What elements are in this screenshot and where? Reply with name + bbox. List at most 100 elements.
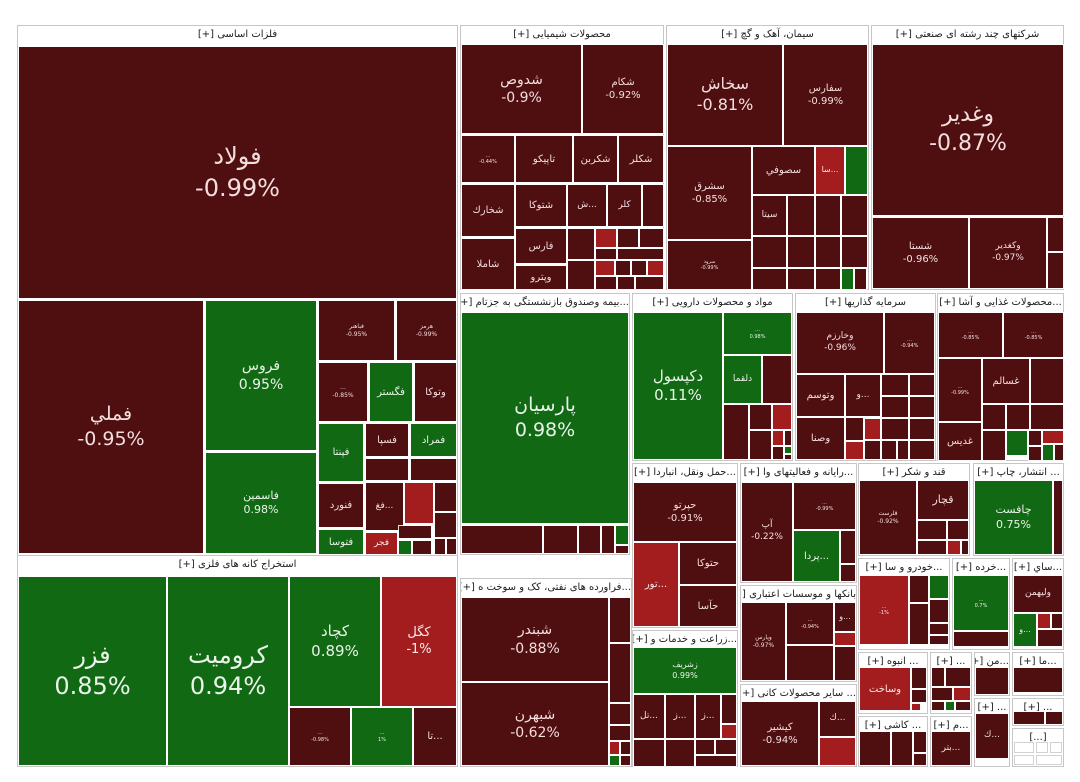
stock-cell-...ش[interactable]: ...ش	[568, 185, 606, 226]
stock-cell-غديس[interactable]: غديس	[939, 423, 981, 460]
stock-cell[interactable]	[616, 261, 630, 275]
stock-cell-…[interactable]: … -1%	[860, 576, 908, 644]
stock-cell[interactable]	[983, 405, 1005, 429]
stock-cell[interactable]	[1054, 481, 1062, 554]
stock-cell[interactable]	[954, 632, 1008, 646]
stock-cell-حپرتو[interactable]: حپرتو -0.91%	[634, 483, 736, 541]
sector-header-expand[interactable]: ...رایانه و فعالیتهای وا [+]	[743, 467, 854, 478]
stock-cell-...ز[interactable]: ...ز	[666, 695, 694, 738]
stock-cell[interactable]	[1043, 431, 1063, 443]
stock-cell-هرمز[interactable]: هرمز -0.99%	[397, 301, 456, 360]
sector-header-expand[interactable]: ... سایر محصولات کانی [+]	[741, 688, 856, 699]
stock-cell[interactable]	[910, 375, 934, 395]
stock-cell[interactable]	[602, 526, 614, 553]
stock-cell[interactable]	[1029, 447, 1041, 460]
stock-cell-دكپسول[interactable]: دكپسول 0.11%	[634, 313, 722, 459]
stock-cell-وكغدير[interactable]: وكغدير -0.97%	[970, 218, 1046, 288]
stock-cell[interactable]	[930, 600, 948, 622]
stock-cell-...تا[interactable]: ...تا	[414, 708, 456, 765]
sector-header-expand[interactable]: مواد و محصولات دارویی [+]	[652, 297, 773, 308]
stock-cell-تاپیکو[interactable]: تاپیکو	[516, 136, 572, 182]
stock-cell[interactable]	[842, 196, 867, 235]
stock-cell-وساخت[interactable]: وساخت	[860, 668, 910, 710]
stock-cell[interactable]	[842, 269, 853, 289]
stock-cell-ولیهمن[interactable]: ولیهمن	[1014, 576, 1062, 612]
stock-cell-قچار[interactable]: قچار	[918, 481, 968, 519]
stock-cell-...و[interactable]: ...و	[835, 603, 855, 631]
stock-cell-فنورد[interactable]: فنورد	[319, 484, 363, 527]
stock-cell-فتوسا[interactable]: فتوسا	[319, 530, 363, 554]
stock-cell[interactable]	[666, 740, 694, 766]
stock-cell[interactable]	[618, 277, 634, 289]
stock-cell[interactable]	[882, 441, 896, 459]
stock-cell-سرود[interactable]: سرود -0.99%	[668, 241, 751, 289]
stock-cell[interactable]	[932, 702, 944, 710]
stock-cell[interactable]	[1014, 742, 1034, 753]
stock-cell-سیتا[interactable]: سیتا	[753, 196, 786, 235]
stock-cell-فسپا[interactable]: فسپا	[366, 424, 408, 456]
sector-header-expand[interactable]: محصولات شیمیایی [+]	[513, 29, 611, 40]
stock-cell-…[interactable]: … -0.94%	[885, 313, 934, 373]
stock-cell[interactable]	[750, 405, 771, 429]
sector-header-expand[interactable]: ...خرده [+]	[955, 562, 1007, 573]
stock-cell[interactable]	[413, 541, 431, 554]
sector-header-expand[interactable]: شرکتهای چند رشته ای صنعتی [+]	[895, 29, 1040, 40]
stock-cell-وتوكا[interactable]: وتوكا	[415, 363, 456, 421]
stock-cell[interactable]	[696, 740, 714, 754]
stock-cell[interactable]	[753, 237, 786, 267]
stock-cell-حتوكا[interactable]: حتوكا	[680, 543, 736, 584]
stock-cell[interactable]	[882, 375, 908, 395]
stock-cell[interactable]	[366, 459, 408, 480]
stock-cell[interactable]	[579, 526, 600, 553]
stock-cell-آپ[interactable]: آپ -0.22%	[742, 483, 792, 581]
stock-cell[interactable]	[882, 419, 908, 439]
stock-cell[interactable]	[855, 269, 866, 289]
stock-cell[interactable]	[865, 441, 880, 459]
stock-cell[interactable]	[411, 459, 456, 480]
stock-cell-فولاد[interactable]: فولاد -0.99%	[19, 47, 456, 298]
sector-header-expand[interactable]: فلزات اساسی [+]	[197, 29, 278, 40]
sector-header-expand[interactable]: ...محصولات غذایی و آشا [+]	[939, 297, 1062, 308]
sector-header-expand[interactable]: ...ما [+]	[1019, 656, 1057, 667]
stock-cell[interactable]	[932, 668, 944, 686]
stock-cell[interactable]	[621, 742, 630, 754]
stock-cell[interactable]	[596, 249, 616, 259]
stock-cell[interactable]	[1014, 755, 1034, 765]
stock-cell[interactable]	[788, 237, 814, 267]
sector-header-expand[interactable]: سرمایه گذاریها [+]	[824, 297, 907, 308]
stock-cell-سصوفي[interactable]: سصوفي	[753, 147, 814, 194]
stock-cell-پارسيان[interactable]: پارسيان 0.98%	[462, 313, 628, 523]
stock-cell[interactable]	[596, 277, 616, 289]
stock-cell[interactable]	[912, 668, 926, 688]
stock-cell-دلقما[interactable]: دلقما	[724, 356, 761, 403]
stock-cell[interactable]	[983, 431, 1005, 460]
sector-header-expand[interactable]: ... کاشی [+]	[864, 720, 922, 731]
stock-cell-...تور[interactable]: ...تور	[634, 543, 678, 626]
sector-header-expand[interactable]: ... انبوه [+]	[867, 656, 919, 667]
stock-cell[interactable]	[568, 229, 594, 259]
sector-header-expand[interactable]: بانکها و موسسات اعتباری [+]	[741, 589, 856, 600]
stock-cell[interactable]	[946, 702, 954, 710]
stock-cell-شخارك[interactable]: شخارك	[462, 185, 514, 236]
stock-cell-…[interactable]: … -0.85%	[319, 363, 367, 421]
stock-cell[interactable]	[816, 269, 840, 289]
sector-header-expand[interactable]: ...زراعت و خدمات و [+]	[633, 634, 737, 645]
stock-cell[interactable]	[882, 397, 908, 417]
stock-cell[interactable]	[946, 668, 970, 686]
stock-cell[interactable]	[640, 229, 663, 247]
stock-cell-…[interactable]: … -0.99%	[939, 359, 981, 421]
stock-cell[interactable]	[610, 598, 630, 642]
stock-cell[interactable]	[1014, 668, 1062, 692]
stock-cell[interactable]	[610, 742, 619, 754]
stock-cell-كچاد[interactable]: كچاد 0.89%	[290, 577, 380, 706]
stock-cell[interactable]	[788, 196, 814, 235]
stock-cell-چافست[interactable]: چافست 0.75%	[975, 481, 1052, 554]
stock-cell[interactable]	[596, 229, 616, 247]
stock-cell[interactable]	[910, 441, 934, 459]
stock-cell[interactable]	[835, 647, 855, 680]
stock-cell[interactable]	[1036, 742, 1048, 753]
stock-cell[interactable]	[1036, 755, 1062, 765]
stock-cell[interactable]	[860, 732, 890, 765]
stock-cell[interactable]	[610, 726, 630, 740]
sector-header-expand[interactable]: قند و شکر [+]	[882, 467, 946, 478]
